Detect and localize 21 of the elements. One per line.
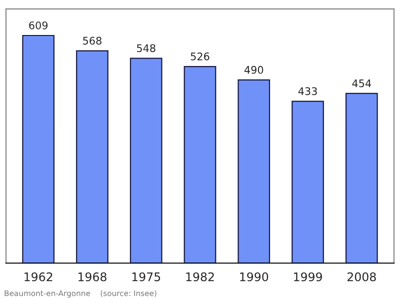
bar xyxy=(76,50,108,264)
x-tick-label: 1962 xyxy=(24,272,52,282)
x-tick-label: 1975 xyxy=(132,272,160,282)
data-label: 454 xyxy=(352,80,372,88)
data-label: 490 xyxy=(244,66,264,74)
bar xyxy=(238,79,270,264)
x-tick-label: 1968 xyxy=(78,272,106,282)
bar xyxy=(292,100,324,264)
data-label: 568 xyxy=(83,36,102,45)
data-label: 548 xyxy=(136,44,156,52)
bar xyxy=(345,92,378,264)
bar xyxy=(22,34,55,264)
data-label: 609 xyxy=(29,21,48,30)
bar xyxy=(184,66,216,264)
x-tick-label: 1990 xyxy=(240,272,268,282)
x-tick-label: 1999 xyxy=(294,272,322,282)
x-tick-label: 1982 xyxy=(186,272,214,282)
data-label: 526 xyxy=(190,52,210,60)
bar xyxy=(130,58,162,264)
data-label: 433 xyxy=(298,87,317,96)
x-tick-label: 2008 xyxy=(348,272,376,282)
